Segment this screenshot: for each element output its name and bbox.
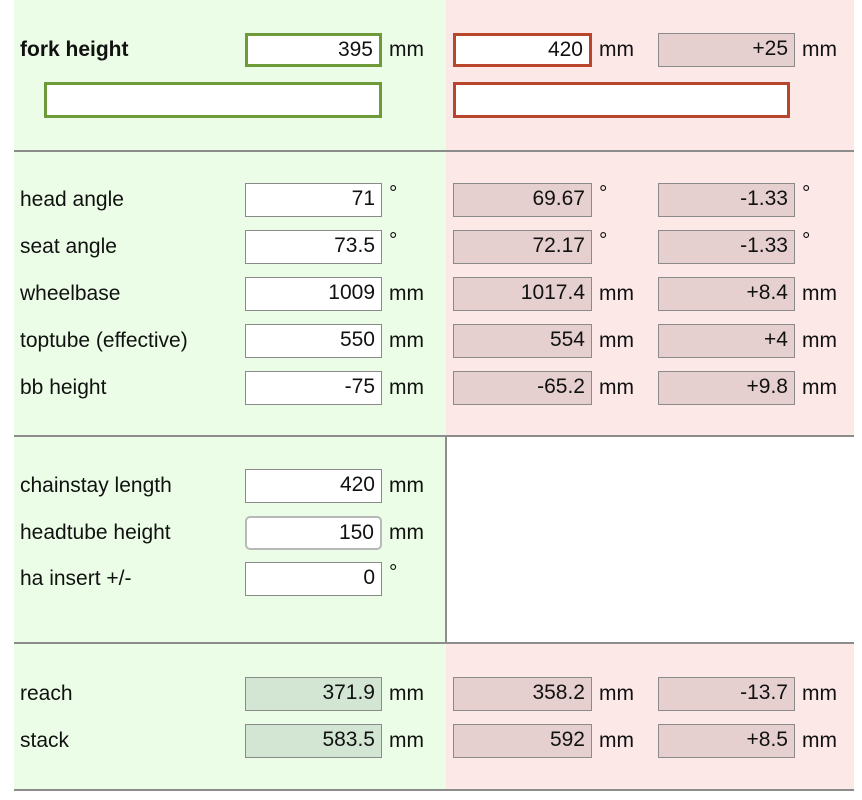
unit-label: mm [599,729,634,752]
readonly-field: 554 [453,324,592,358]
row-label: stack [20,729,70,752]
readonly-field: -1.33 [658,183,795,217]
row-label: headtube height [20,520,171,544]
unit-label: mm [389,474,424,497]
readonly-field: -1.33 [658,230,795,264]
readonly-field: +9.8 [658,371,795,405]
divider [14,435,854,437]
unit-label: mm [802,376,837,399]
row-label: ha insert +/- [20,567,132,590]
text-field[interactable] [453,82,790,118]
unit-label: ° [599,182,608,205]
unit-label: mm [389,329,424,352]
readonly-field: -13.7 [658,677,795,711]
unit-label: mm [389,282,424,305]
unit-label: mm [389,682,424,705]
readonly-field: 72.17 [453,230,592,264]
input-field[interactable]: -75 [245,371,382,405]
new-column-bottom [446,643,854,790]
readonly-field: 69.67 [453,183,592,217]
readonly-field: 1017.4 [453,277,592,311]
divider [14,150,854,152]
readonly-field: 592 [453,724,592,758]
readonly-field: +25 [658,33,795,67]
unit-label: ° [389,182,398,205]
readonly-field: +8.4 [658,277,795,311]
unit-label: ° [802,229,811,252]
unit-label: ° [389,229,398,252]
row-label: head angle [20,188,124,211]
unit-label: ° [802,182,811,205]
readonly-field: +8.5 [658,724,795,758]
unit-label: mm [599,282,634,305]
unit-label: ° [389,561,398,584]
new-column-top [446,0,854,436]
input-field[interactable]: 150 [245,515,382,550]
divider [14,789,854,791]
input-field[interactable]: 420 [453,33,592,67]
unit-label: mm [389,376,424,399]
input-field[interactable]: 0 [245,562,382,596]
row-label: wheelbase [20,282,121,305]
unit-label: mm [599,329,634,352]
unit-label: mm [389,38,424,61]
row-label: chainstay length [20,474,172,497]
row-label: toptube (effective) [20,329,188,352]
text-field[interactable] [44,82,382,118]
row-label: reach [20,682,73,705]
readonly-field: 358.2 [453,677,592,711]
readonly-field: 371.9 [245,677,382,711]
unit-label: mm [802,38,837,61]
input-field[interactable]: 1009 [245,277,382,311]
unit-label: mm [599,682,634,705]
unit-label: mm [389,520,424,544]
unit-label: mm [802,729,837,752]
row-label: fork height [20,38,129,61]
unit-label: mm [802,282,837,305]
unit-label: mm [389,729,424,752]
divider [14,642,854,644]
input-field[interactable]: 550 [245,324,382,358]
readonly-field: -65.2 [453,371,592,405]
input-field[interactable]: 395 [245,33,382,67]
readonly-field: +4 [658,324,795,358]
unit-label: mm [802,329,837,352]
unit-label: ° [599,229,608,252]
input-field[interactable]: 73.5 [245,230,382,264]
row-label: bb height [20,376,107,399]
divider [445,436,447,643]
unit-label: mm [599,376,634,399]
unit-label: mm [599,38,634,61]
row-label: seat angle [20,235,117,258]
input-field[interactable]: 71 [245,183,382,217]
unit-label: mm [802,682,837,705]
input-field[interactable]: 420 [245,469,382,503]
readonly-field: 583.5 [245,724,382,758]
